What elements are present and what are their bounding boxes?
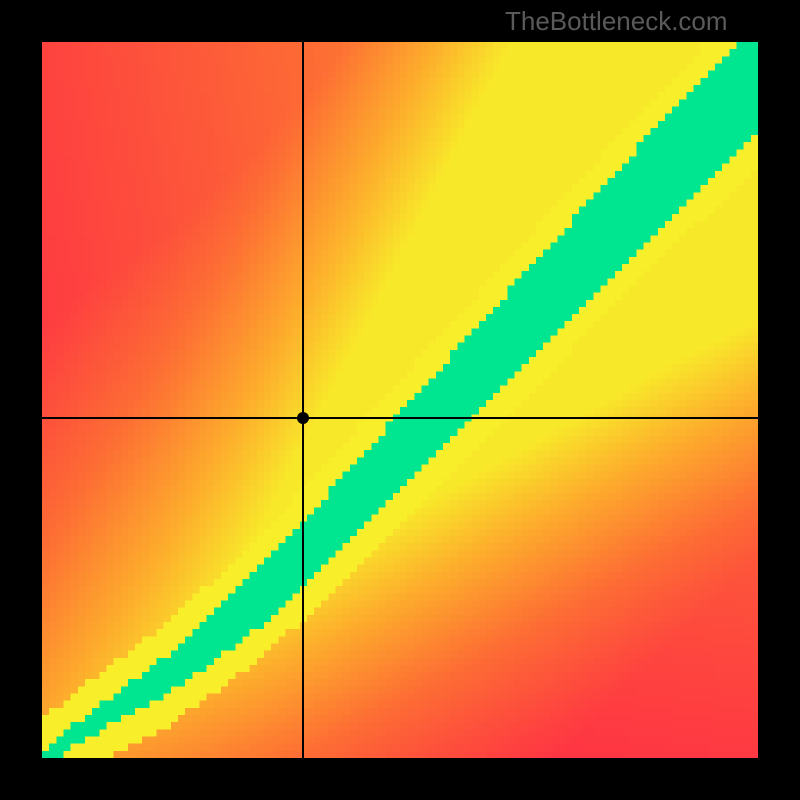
chart-container: TheBottleneck.com (0, 0, 800, 800)
heatmap-canvas (42, 42, 758, 758)
crosshair-vertical (302, 42, 304, 758)
watermark-label: TheBottleneck.com (505, 6, 728, 37)
crosshair-horizontal (42, 417, 758, 419)
